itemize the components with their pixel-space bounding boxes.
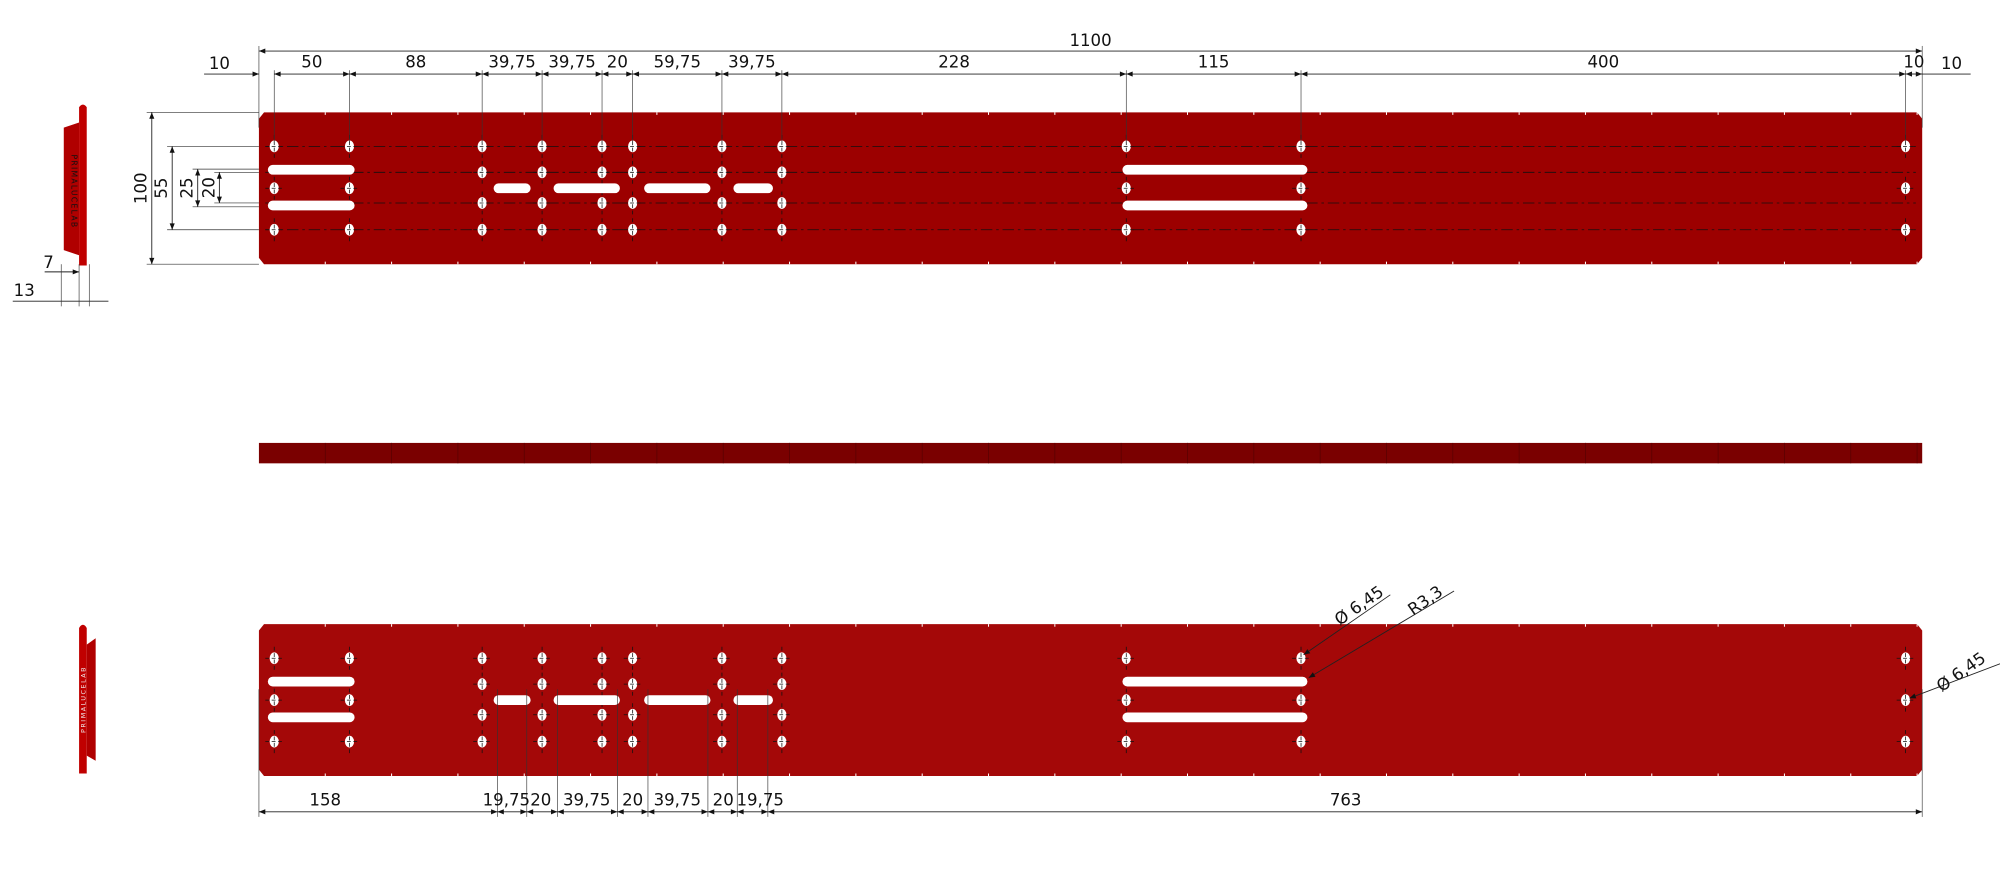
slot — [267, 712, 355, 723]
slot — [644, 183, 711, 194]
slot — [733, 695, 773, 705]
dimension-label: 19,75 — [736, 790, 783, 809]
profile-flange — [63, 122, 80, 256]
slot — [1122, 676, 1308, 687]
dimension-label: 10 — [1903, 53, 1924, 72]
profile-web — [79, 624, 87, 774]
dimension-label: 115 — [1198, 53, 1230, 72]
dimension-label: 100 — [132, 172, 151, 204]
profile-web — [79, 104, 87, 266]
dimension-label: R3,3 — [1404, 582, 1446, 619]
dimension-label: 88 — [405, 53, 426, 72]
dimension-label: 39,75 — [488, 53, 535, 72]
plate-body — [258, 112, 1923, 265]
side-bar — [258, 442, 1923, 464]
slot — [1122, 164, 1308, 175]
slot — [267, 200, 355, 211]
dimension-label: 39,75 — [548, 53, 595, 72]
dimension-label: 10 — [1941, 54, 1962, 73]
dimension-label: 50 — [301, 53, 322, 72]
dimension-label: 7 — [43, 253, 54, 272]
dimension-label: 228 — [938, 53, 970, 72]
dimension-label: 55 — [152, 178, 171, 199]
profile-flange — [86, 638, 96, 761]
slot — [1122, 200, 1308, 211]
dimension-label: 39,75 — [728, 53, 775, 72]
dimension-label: 1100 — [1069, 31, 1111, 50]
bottom-view-plate — [258, 624, 1923, 777]
slot — [644, 695, 711, 705]
dimension-label: 19,75 — [483, 790, 530, 809]
dimension-label: 158 — [309, 790, 341, 809]
side-view-bar — [258, 442, 1923, 464]
plate-body — [258, 624, 1923, 777]
slot — [493, 695, 531, 705]
dimension-label: 20 — [607, 53, 628, 72]
leader-line — [1909, 663, 2000, 699]
dimension-label: 59,75 — [654, 53, 701, 72]
dimension-label: 25 — [178, 177, 197, 198]
slot — [267, 676, 355, 687]
dimension-label: 39,75 — [654, 790, 701, 809]
dimension-label: 20 — [713, 790, 734, 809]
leader-line — [1308, 590, 1455, 679]
dimension-label: 400 — [1587, 53, 1619, 72]
dimension-label: 20 — [199, 177, 218, 198]
dimension-label: 20 — [530, 790, 551, 809]
dimension-label: 763 — [1330, 790, 1362, 809]
brand-logo-text: PRIMALUCELAB — [79, 666, 87, 733]
slot — [553, 183, 620, 194]
dimensions: 1100 10 50 88 39,75 39,75 20 59,75 39,75 228 115 40… — [12, 31, 2000, 817]
dimension-label: 20 — [622, 790, 643, 809]
slot — [553, 695, 620, 705]
dimension-label: 10 — [209, 54, 230, 73]
end-profile-views: PRIMALUCELAB PRIMALUCELAB — [63, 104, 96, 774]
top-view-plate — [258, 112, 1923, 265]
brand-logo-text: PRIMALUCELAB — [69, 155, 78, 229]
slot — [733, 183, 773, 194]
dimension-label: 13 — [14, 281, 35, 300]
leader-line — [1303, 594, 1391, 656]
slot — [1122, 712, 1308, 723]
slot — [493, 183, 531, 194]
dimension-label: Ø 6,45 — [1331, 582, 1387, 629]
dimension-label: 39,75 — [563, 790, 610, 809]
slot — [267, 164, 355, 175]
dimension-label: Ø 6,45 — [1933, 648, 1989, 695]
